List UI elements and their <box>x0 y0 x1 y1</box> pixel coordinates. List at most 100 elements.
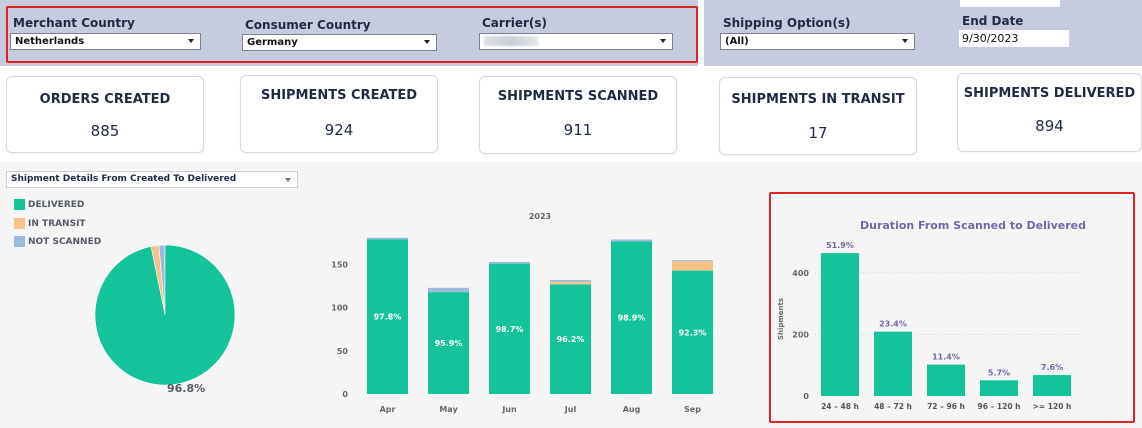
bar-segment-in-transit <box>672 261 713 271</box>
shipping-options-filter: Shipping Option(s) <box>723 16 850 30</box>
y-tick-label: 400 <box>792 269 809 278</box>
duration-bar <box>874 331 912 396</box>
kpi-shipments-delivered: SHIPMENTS DELIVERED 894 <box>957 73 1142 152</box>
legend-item-in-transit: IN TRANSIT <box>14 218 86 229</box>
filter-top-strip <box>960 0 1060 7</box>
chevron-down-icon <box>285 178 291 182</box>
shipment-details-value: Shipment Details From Created To Deliver… <box>11 174 237 184</box>
bar-segment-delivered <box>367 239 408 394</box>
legend-label: IN TRANSIT <box>28 219 86 229</box>
y-tick-label: 50 <box>337 347 349 356</box>
bar-data-label: 51.9% <box>826 241 854 250</box>
duration-bar <box>821 253 859 396</box>
shipping-options-select[interactable]: (All) <box>720 33 915 50</box>
highlighted-duration-chart <box>769 192 1135 423</box>
kpi-shipments-in-transit: SHIPMENTS IN TRANSIT 17 <box>719 77 917 155</box>
y-tick-label: 200 <box>792 330 809 339</box>
pie-data-label: 96.8% <box>167 382 206 395</box>
y-tick-label: 100 <box>331 304 348 313</box>
bar-data-label: 98.7% <box>496 325 524 334</box>
legend-item-delivered: DELIVERED <box>14 199 84 210</box>
duration-bar <box>1033 375 1071 396</box>
bar-data-label: 95.9% <box>435 339 463 348</box>
filter-divider <box>698 0 704 66</box>
end-date-label: End Date <box>962 14 1024 28</box>
legend-item-not-scanned: NOT SCANNED <box>14 236 101 247</box>
bar-data-label: 7.6% <box>1041 363 1063 372</box>
bar-segment-not-scanned <box>611 239 652 242</box>
bar-segment-in-transit <box>550 281 591 285</box>
bar-segment-delivered <box>489 263 530 394</box>
kpi-title: SHIPMENTS CREATED <box>260 88 418 103</box>
delivery-status-pie-chart <box>94 244 236 386</box>
consumer-country-select[interactable]: Germany <box>242 34 437 51</box>
x-tick-label: May <box>439 405 458 414</box>
y-axis-label: Shipments <box>777 298 785 340</box>
x-tick-label: 96 – 120 h <box>977 402 1020 411</box>
duration-bar <box>980 380 1018 396</box>
bar-data-label: 98.9% <box>618 314 646 323</box>
pie-slice-delivered <box>94 244 236 386</box>
chevron-down-icon <box>902 39 908 43</box>
merchant-country-select[interactable]: Netherlands <box>10 33 201 50</box>
bar-data-label: 5.7% <box>988 368 1010 377</box>
bar-data-label: 23.4% <box>879 320 907 329</box>
bar-data-label: 96.2% <box>557 335 585 344</box>
consumer-country-label: Consumer Country <box>245 18 371 32</box>
legend-swatch <box>14 199 25 210</box>
merchant-country-value: Netherlands <box>15 36 85 47</box>
end-date-filter: End Date <box>962 14 1023 28</box>
legend-swatch <box>14 236 25 247</box>
y-tick-label: 150 <box>331 261 348 270</box>
merchant-country-label: Merchant Country <box>13 16 135 30</box>
kpi-value: 924 <box>324 121 354 139</box>
legend-label: NOT SCANNED <box>28 237 102 247</box>
x-tick-label: Sep <box>684 405 701 414</box>
consumer-country-value: Germany <box>247 37 298 48</box>
kpi-value: 894 <box>1035 117 1064 135</box>
y-tick-label: 0 <box>342 390 348 399</box>
kpi-value: 911 <box>563 121 593 139</box>
kpi-title: SHIPMENTS DELIVERED <box>963 86 1136 101</box>
x-tick-label: Aug <box>623 405 641 414</box>
shipment-details-select[interactable]: Shipment Details From Created To Deliver… <box>6 171 298 188</box>
kpi-orders-created: ORDERS CREATED 885 <box>6 76 204 153</box>
kpi-shipments-scanned: SHIPMENTS SCANNED 911 <box>479 76 677 154</box>
bar-segment-not-scanned <box>367 237 408 240</box>
bar-segment-delivered <box>672 270 713 394</box>
kpi-title: SHIPMENTS SCANNED <box>497 89 659 104</box>
y-tick-label: 0 <box>803 392 809 401</box>
x-tick-label: 48 – 72 h <box>874 402 912 411</box>
shipping-options-value: (All) <box>725 36 749 47</box>
highlighted-filter-group <box>6 6 698 63</box>
bar-segment-delivered <box>428 292 469 394</box>
filter-bar: Merchant Country Netherlands Consumer Co… <box>0 0 1142 66</box>
chevron-down-icon <box>424 40 430 44</box>
kpi-shipments-created: SHIPMENTS CREATED 924 <box>240 75 438 153</box>
x-tick-label: Jun <box>501 405 517 414</box>
carriers-redacted-value <box>484 36 538 46</box>
duration-bar <box>927 364 965 396</box>
legend-swatch <box>14 218 25 229</box>
carriers-filter: Carrier(s) <box>482 16 547 30</box>
end-date-input[interactable]: 9/30/2023 <box>959 30 1069 47</box>
kpi-title: ORDERS CREATED <box>39 92 171 107</box>
bar-segment-not-scanned <box>489 261 530 264</box>
bar-segment-not-scanned <box>428 287 469 293</box>
shipping-options-label: Shipping Option(s) <box>723 16 851 30</box>
chevron-down-icon <box>660 39 666 43</box>
bar-data-label: 11.4% <box>932 353 960 362</box>
bar-data-label: 97.8% <box>374 313 402 322</box>
chart-title: 2023 <box>529 212 551 221</box>
merchant-country-filter: Merchant Country <box>13 16 135 30</box>
bar-segment-delivered <box>611 241 652 394</box>
x-tick-label: 24 – 48 h <box>821 402 859 411</box>
chart-title: Duration From Scanned to Delivered <box>860 219 1086 232</box>
bar-segment-delivered <box>550 284 591 394</box>
x-tick-label: 72 – 96 h <box>927 402 965 411</box>
duration-bar-chart: Duration From Scanned to Delivered Shipme… <box>777 219 1086 411</box>
bar-segment-not-scanned <box>672 260 713 262</box>
kpi-value: 17 <box>808 124 828 142</box>
chevron-down-icon <box>188 39 194 43</box>
carriers-select[interactable] <box>479 33 673 50</box>
